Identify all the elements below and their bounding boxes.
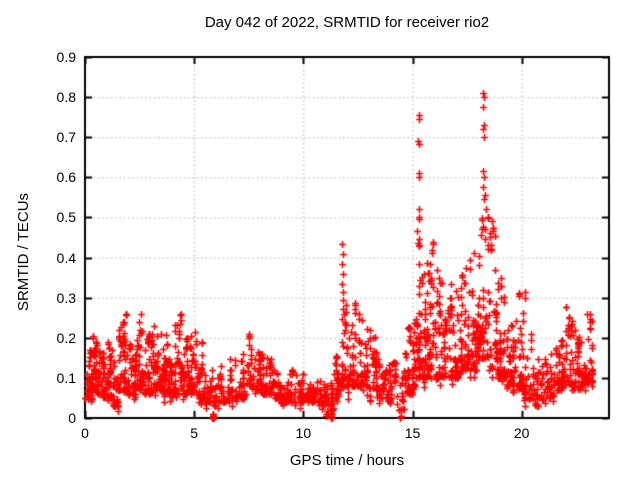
x-tick-label: 20 xyxy=(513,425,530,441)
x-tick-label: 5 xyxy=(190,425,199,441)
y-tick-label: 0.5 xyxy=(56,209,76,226)
x-tick-label: 15 xyxy=(404,425,421,441)
y-tick-label: 0.9 xyxy=(56,49,76,65)
y-tick-label: 0.3 xyxy=(56,289,76,306)
x-tick-label: 0 xyxy=(81,425,89,441)
x-axis-label: GPS time / hours xyxy=(289,452,405,469)
y-tick-label: 0.1 xyxy=(56,369,76,386)
chart-title: Day 042 of 2022, SRMTID for receiver rio… xyxy=(204,14,490,31)
y-tick-label: 0.6 xyxy=(56,169,76,186)
y-tick-label: 0.8 xyxy=(56,89,76,106)
y-tick-label: 0.2 xyxy=(56,329,76,346)
y-tick-label: 0 xyxy=(68,410,76,426)
x-tick-label: 10 xyxy=(295,425,312,441)
y-tick-label: 0.7 xyxy=(56,129,76,146)
y-tick-label: 0.4 xyxy=(56,249,76,266)
